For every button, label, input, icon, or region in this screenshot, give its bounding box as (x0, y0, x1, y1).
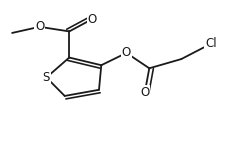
Text: O: O (35, 20, 44, 33)
Text: O: O (87, 13, 96, 26)
Text: S: S (43, 71, 50, 84)
Text: O: O (139, 86, 149, 99)
Text: Cl: Cl (204, 37, 216, 50)
Text: O: O (121, 46, 131, 59)
